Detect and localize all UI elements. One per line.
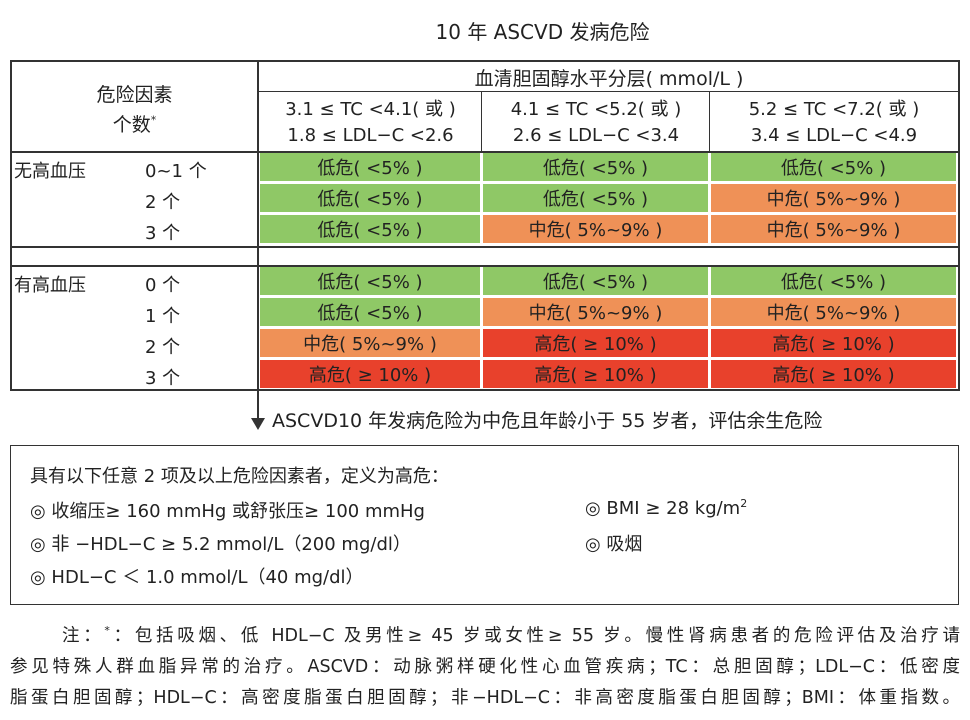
risk-cell: 低危( <5% ) (260, 153, 480, 181)
criterion: ◎ HDL−C ＜ 1.0 mmol/L（40 mg/dl） (30, 567, 364, 588)
risk-cell: 低危( <5% ) (711, 153, 956, 181)
risk-count: 1 个 (145, 306, 181, 327)
criteria-box (10, 445, 959, 605)
group-label: 有高血压 (14, 275, 86, 296)
risk-count: 0~1 个 (145, 161, 207, 182)
risk-cell: 中危( 5%~9% ) (260, 329, 480, 357)
criterion-text: ◎ 吸烟 (585, 534, 643, 555)
note-line: 注：*：包括吸烟、低 HDL−C 及男性≥ 45 岁或女性≥ 55 岁。慢性肾病… (10, 622, 960, 647)
border (10, 389, 960, 391)
risk-count: 2 个 (145, 192, 181, 213)
title: 10 年 ASCVD 发病危险 (435, 20, 650, 44)
risk-cell: 低危( <5% ) (711, 267, 956, 295)
risk-cell: 低危( <5% ) (483, 184, 708, 212)
risk-cell: 低危( <5% ) (483, 267, 708, 295)
arrow-text: ASCVD10 年发病危险为中危且年龄小于 55 岁者，评估余生危险 (272, 410, 823, 432)
column-header: 5.2 ≤ TC <7.2( 或 ) (748, 99, 920, 120)
risk-cell: 高危( ≥ 10% ) (711, 329, 956, 357)
column-header: 3.1 ≤ TC <4.1( 或 ) (285, 99, 456, 120)
column-header: 1.8 ≤ LDL−C <2.6 (287, 125, 454, 146)
risk-cell: 中危( 5%~9% ) (711, 298, 956, 326)
criterion: ◎ BMI ≥ 28 kg/m2 (585, 497, 747, 519)
superscript: 2 (740, 497, 748, 510)
risk-cell: 低危( <5% ) (260, 184, 480, 212)
group-label: 无高血压 (14, 161, 86, 182)
risk-cell: 低危( <5% ) (260, 215, 480, 243)
corner-label: 个数 (112, 114, 151, 136)
border (10, 60, 12, 390)
footnote-mark: * (150, 113, 157, 127)
footnote-mark: * (104, 624, 110, 638)
criterion: ◎ 吸烟 (585, 530, 642, 556)
box-heading: 具有以下任意 2 项及以上危险因素者，定义为高危： (30, 466, 449, 487)
arrow-head (251, 418, 265, 430)
border (258, 91, 960, 92)
risk-cell: 高危( ≥ 10% ) (483, 329, 708, 357)
criterion-text: ◎ BMI ≥ 28 kg/m (585, 498, 741, 519)
risk-cell: 高危( ≥ 10% ) (260, 360, 480, 388)
border (10, 60, 960, 62)
arrow-shaft (257, 391, 259, 421)
border (709, 91, 710, 152)
risk-count: 3 个 (145, 368, 181, 389)
column-header: 2.6 ≤ LDL−C <3.4 (512, 125, 680, 146)
criterion: ◎ 非 −HDL−C ≥ 5.2 mmol/L（200 mg/dl） (30, 534, 411, 555)
column-header: 3.4 ≤ LDL−C <4.9 (750, 125, 918, 146)
risk-cell: 中危( 5%~9% ) (711, 215, 956, 243)
risk-cell: 低危( <5% ) (483, 153, 708, 181)
risk-count: 0 个 (145, 275, 181, 296)
border (481, 91, 482, 152)
border (10, 265, 960, 267)
note-text: ：包括吸烟、低 HDL−C 及男性≥ 45 岁或女性≥ 55 岁。慢性肾病患者的… (109, 626, 960, 646)
border (10, 151, 960, 153)
risk-cell: 中危( 5%~9% ) (483, 215, 708, 243)
risk-cell: 中危( 5%~9% ) (711, 184, 956, 212)
column-header: 4.1 ≤ TC <5.2( 或 ) (510, 99, 682, 120)
note-line: 参见特殊人群血脂异常的治疗。ASCVD：动脉粥样硬化性心血管疾病；TC：总胆固醇… (10, 657, 960, 677)
risk-count: 2 个 (145, 337, 181, 358)
border (10, 246, 960, 248)
border (958, 60, 960, 390)
criterion: ◎ 收缩压≥ 160 mmHg 或舒张压≥ 100 mmHg (30, 501, 425, 522)
note-line: 脂蛋白胆固醇；HDL−C：高密度脂蛋白胆固醇；非−HDL−C：非高密度脂蛋白胆固… (10, 688, 960, 708)
corner-label: 危险因素 (96, 84, 173, 106)
corner-label: 个数* (12, 110, 257, 137)
note-prefix: 注： (62, 626, 105, 646)
risk-cell: 低危( <5% ) (260, 298, 480, 326)
risk-count: 3 个 (145, 223, 181, 244)
risk-cell: 高危( ≥ 10% ) (483, 360, 708, 388)
group-header: 血清胆固醇水平分层( mmol/L ) (474, 68, 744, 90)
border (257, 60, 259, 390)
risk-cell: 低危( <5% ) (260, 267, 480, 295)
risk-cell: 中危( 5%~9% ) (483, 298, 708, 326)
risk-cell: 高危( ≥ 10% ) (711, 360, 956, 388)
